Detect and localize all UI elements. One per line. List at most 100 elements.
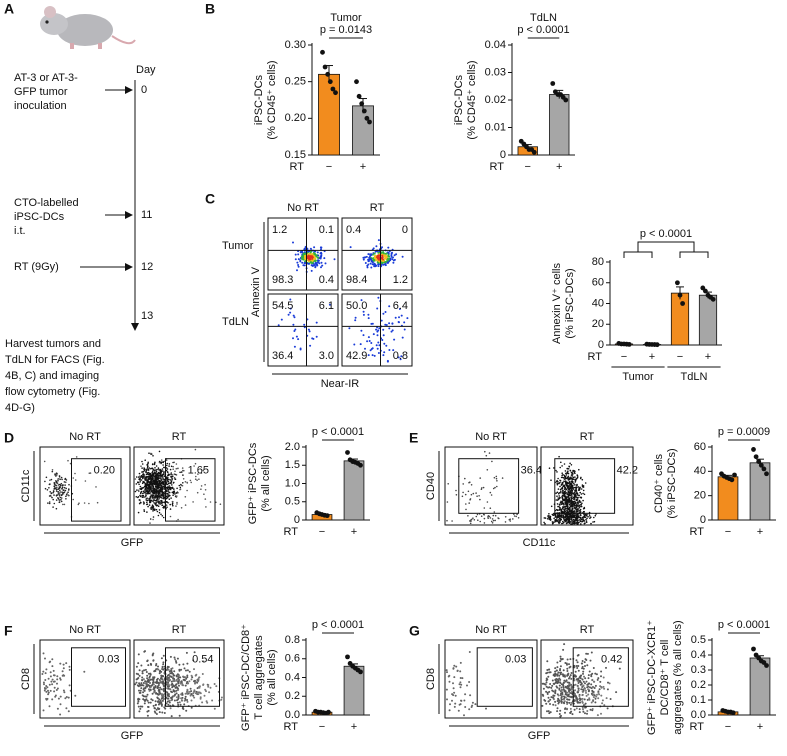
panel-label: A	[4, 1, 14, 17]
cell-dot	[554, 672, 557, 675]
plot-frame	[341, 217, 413, 291]
cell-dot	[374, 256, 376, 259]
cell-dot	[582, 486, 585, 488]
cell-dot	[170, 697, 173, 699]
cell-dot	[176, 501, 178, 504]
cell-dot	[568, 488, 571, 491]
cell-dot	[180, 507, 183, 509]
cell-dot	[55, 494, 58, 497]
cell-dot	[204, 498, 207, 500]
cell-dot	[557, 516, 559, 519]
data-point	[626, 341, 632, 347]
cell-dot	[49, 671, 52, 674]
cell-dot	[167, 490, 169, 492]
cell-dot	[559, 660, 562, 663]
cell-dot	[169, 707, 172, 710]
cell-dot	[585, 652, 588, 655]
cell-dot	[582, 680, 585, 683]
cell-dot	[294, 328, 297, 331]
cell-dot	[49, 479, 51, 482]
cell-dot	[579, 516, 581, 519]
cell-dot	[137, 653, 140, 656]
cell-dot	[566, 503, 568, 505]
cell-dot	[585, 691, 587, 694]
cell-dot	[578, 519, 581, 521]
cell-dot	[172, 695, 175, 698]
cell-dot	[292, 314, 295, 317]
cell-dot	[175, 692, 178, 695]
cell-dot	[166, 487, 168, 490]
cell-dot	[154, 467, 156, 469]
cell-dot	[570, 691, 573, 693]
cell-dot	[461, 495, 464, 498]
cell-dot	[571, 485, 573, 488]
cell-dot	[584, 677, 587, 680]
cell-dot	[294, 258, 297, 261]
cell-dot	[553, 517, 555, 520]
cell-dot	[375, 256, 378, 259]
x-tick-label: +	[649, 351, 655, 363]
cell-dot	[59, 491, 61, 493]
cell-dot	[557, 694, 560, 697]
cell-dot	[157, 495, 160, 498]
cell-dot	[72, 498, 74, 501]
cell-dot	[567, 492, 569, 495]
cell-dot	[147, 505, 149, 508]
cell-dot	[574, 500, 576, 503]
cell-dot	[588, 697, 591, 700]
cell-dot	[566, 670, 569, 672]
y-tick-label: 20	[592, 318, 604, 330]
cell-dot	[459, 677, 462, 679]
cell-dot	[473, 519, 476, 521]
cell-dot	[163, 497, 165, 499]
quadrant-percent: 1.2	[272, 224, 287, 236]
cell-dot	[144, 487, 147, 490]
cell-dot	[582, 670, 585, 673]
cell-dot	[160, 501, 163, 503]
cell-dot	[177, 674, 179, 677]
cell-dot	[397, 356, 400, 359]
cell-dot	[188, 690, 191, 693]
x-tick-label: +	[556, 161, 562, 173]
cell-dot	[205, 506, 207, 508]
cell-dot	[584, 665, 586, 667]
cell-dot	[177, 682, 180, 685]
cell-dot	[162, 516, 165, 519]
cell-dot	[56, 482, 59, 484]
cell-dot	[563, 690, 566, 693]
cell-dot	[150, 467, 152, 470]
cell-dot	[169, 655, 172, 658]
y-tick-label: 2.0	[285, 441, 300, 453]
cell-dot	[148, 478, 151, 480]
cell-dot	[583, 506, 586, 509]
cell-dot	[600, 670, 603, 673]
cell-dot	[59, 489, 61, 492]
cell-dot	[562, 498, 565, 501]
cell-dot	[576, 701, 579, 703]
cell-dot	[382, 334, 385, 337]
cell-dot	[559, 506, 561, 509]
x-axis-label: RT	[588, 351, 603, 363]
flow-plot: 42.2	[540, 446, 638, 526]
cell-dot	[387, 254, 390, 257]
cell-dot	[51, 469, 54, 471]
x-tick-label: −	[326, 161, 332, 173]
cell-dot	[574, 507, 576, 510]
cell-dot	[296, 269, 298, 272]
cell-dot	[137, 705, 140, 708]
cell-dot	[154, 700, 157, 703]
cell-dot	[157, 514, 160, 517]
cell-dot	[575, 699, 578, 702]
cell-dot	[399, 358, 402, 361]
cell-dot	[141, 460, 143, 463]
cell-dot	[173, 473, 176, 476]
cell-dot	[406, 317, 409, 320]
cell-dot	[152, 652, 155, 655]
cell-dot	[584, 682, 586, 685]
cell-dot	[504, 516, 507, 518]
cell-dot	[171, 478, 173, 481]
cell-dot	[143, 687, 145, 690]
cell-dot	[446, 671, 448, 674]
cell-dot	[155, 481, 158, 484]
cell-dot	[153, 492, 156, 494]
